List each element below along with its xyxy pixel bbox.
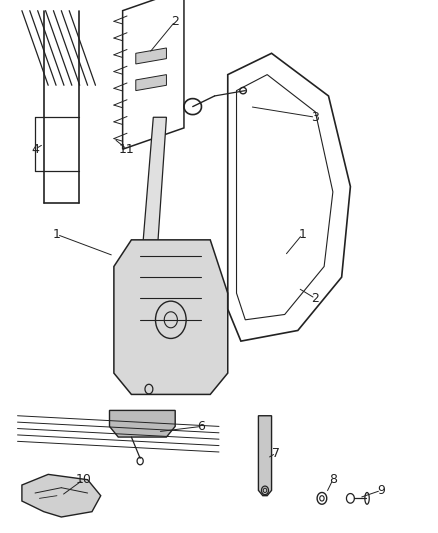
- Polygon shape: [110, 410, 175, 437]
- Text: 8: 8: [329, 473, 337, 486]
- Text: 9: 9: [377, 484, 385, 497]
- Polygon shape: [22, 474, 101, 517]
- Text: 1: 1: [53, 228, 61, 241]
- Text: 3: 3: [311, 111, 319, 124]
- Polygon shape: [136, 75, 166, 91]
- Polygon shape: [136, 48, 166, 64]
- Text: 2: 2: [311, 292, 319, 305]
- Text: 11: 11: [119, 143, 135, 156]
- Polygon shape: [131, 117, 166, 384]
- Text: 10: 10: [75, 473, 91, 486]
- Text: 6: 6: [198, 420, 205, 433]
- Polygon shape: [114, 240, 228, 394]
- Polygon shape: [258, 416, 272, 496]
- Text: 4: 4: [31, 143, 39, 156]
- Text: 7: 7: [272, 447, 280, 459]
- Text: 2: 2: [171, 15, 179, 28]
- Text: 1: 1: [298, 228, 306, 241]
